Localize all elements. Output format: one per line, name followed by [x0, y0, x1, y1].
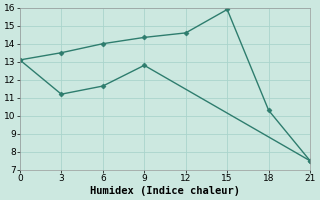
X-axis label: Humidex (Indice chaleur): Humidex (Indice chaleur) [90, 186, 240, 196]
